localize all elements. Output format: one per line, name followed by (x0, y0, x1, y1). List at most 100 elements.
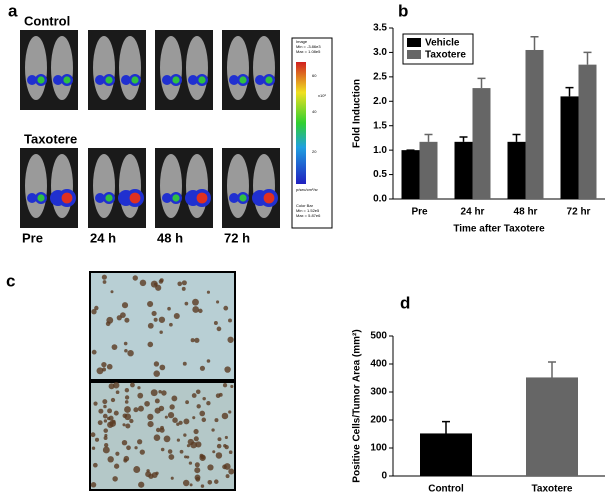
stained-cell (133, 466, 141, 473)
stained-cell (101, 274, 107, 280)
stained-cell (160, 447, 165, 452)
stained-cell (198, 308, 203, 314)
stained-cell (225, 474, 230, 479)
colorbar-tick: 60 (312, 73, 317, 78)
stained-cell (147, 322, 154, 329)
colorbar-text: Image (296, 39, 308, 44)
stained-cell (124, 395, 130, 400)
stained-cell (187, 438, 194, 446)
panel-label: d (400, 293, 410, 312)
stained-cell (206, 290, 211, 294)
stained-cell (216, 300, 220, 304)
stained-cell (123, 341, 128, 346)
x-tick-label: Pre (411, 207, 428, 218)
stained-cell (102, 367, 107, 372)
stained-cell (195, 389, 201, 395)
stained-cell (192, 306, 200, 313)
colorbar-tick: 20 (312, 149, 317, 154)
stained-cell (137, 386, 141, 390)
signal (131, 76, 139, 84)
mouse (93, 36, 115, 100)
error-bar (565, 86, 574, 97)
stained-cell (217, 437, 222, 442)
stained-cell (191, 393, 197, 398)
stained-cell (190, 338, 195, 343)
stained-cell (115, 390, 120, 395)
mouse (93, 154, 115, 218)
stained-cell (228, 410, 232, 414)
stained-cell (90, 482, 97, 488)
signal (105, 194, 113, 202)
signal (265, 76, 273, 84)
stained-cell (147, 341, 154, 348)
stained-cell (192, 416, 196, 420)
signal (239, 76, 247, 84)
y-tick-label: 0.0 (373, 194, 387, 205)
stained-cell (223, 443, 227, 448)
stained-cell (183, 418, 190, 425)
stained-cell (228, 450, 233, 455)
stained-cell (129, 418, 134, 424)
x-tick-label: 48 hr (514, 207, 538, 218)
y-tick-label: 100 (370, 443, 387, 454)
panel-label: c (6, 271, 15, 290)
stained-cell (94, 305, 99, 311)
stained-cell (108, 383, 115, 390)
stained-cell (230, 384, 234, 388)
stained-cell (181, 286, 186, 291)
stained-cell (181, 280, 187, 286)
signal (121, 75, 131, 85)
stained-cell (202, 396, 206, 401)
stained-cell (153, 370, 160, 377)
stained-cell (155, 427, 161, 433)
stained-cell (108, 415, 114, 421)
stained-cell (124, 400, 129, 404)
stained-cell (227, 336, 234, 343)
mouse (253, 36, 275, 100)
stained-cell (151, 310, 157, 317)
stained-cell (115, 451, 120, 456)
stained-cell (91, 309, 97, 315)
timepoint-label: 24 h (90, 230, 116, 245)
signal (63, 76, 71, 84)
error-bar (548, 361, 556, 378)
mouse (25, 36, 47, 100)
stained-cell (121, 439, 128, 446)
mouse (227, 36, 249, 100)
y-tick-label: 400 (370, 359, 387, 370)
bar (560, 96, 579, 199)
stained-cell (206, 359, 211, 363)
x-tick-label: 24 hr (461, 207, 485, 218)
stained-cell (184, 301, 189, 306)
signal (162, 75, 172, 85)
stained-cell (221, 412, 229, 420)
stained-cell (111, 419, 116, 424)
signal (188, 75, 198, 85)
stained-cell (223, 305, 229, 311)
stained-cell (96, 367, 104, 375)
timepoint-label: 48 h (157, 230, 183, 245)
stained-cell (124, 349, 128, 353)
stained-cell (145, 471, 152, 478)
panel-label: b (398, 1, 408, 20)
stained-cell (167, 449, 173, 454)
stained-cell (155, 471, 159, 476)
stained-cell (176, 438, 180, 442)
stained-cell (139, 279, 147, 287)
stained-cell (147, 300, 154, 308)
stained-cell (106, 363, 113, 370)
signal (27, 193, 37, 203)
y-tick-label: 500 (370, 331, 387, 342)
stained-cell (164, 415, 168, 419)
stained-cell (154, 407, 161, 414)
mouse (160, 154, 182, 218)
bar (454, 141, 473, 199)
stained-cell (182, 479, 190, 487)
stained-cell (98, 408, 104, 414)
error-bar (583, 51, 592, 65)
mouse (51, 154, 73, 218)
stained-cell (112, 476, 118, 482)
bar (419, 141, 438, 199)
stained-cell (113, 410, 119, 416)
signal (105, 76, 113, 84)
